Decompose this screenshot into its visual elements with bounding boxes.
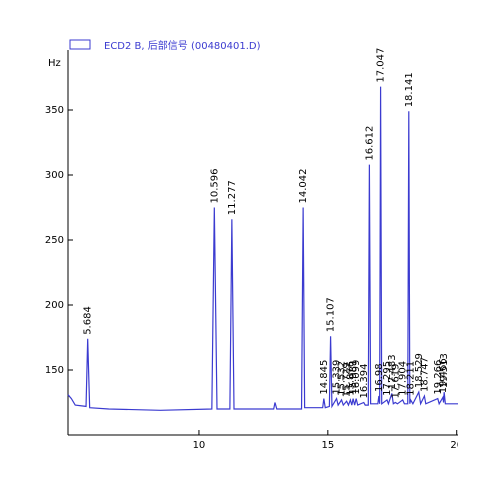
x-tick-label: 10 xyxy=(193,440,206,451)
peak-label: 11.277 xyxy=(227,180,238,215)
peak-label: 19.513 xyxy=(439,353,450,388)
peak-label: 14.845 xyxy=(319,360,330,395)
legend-label: ECD2 B, 后部信号 (00480401.D) xyxy=(104,39,261,52)
peak-label: 17.483 xyxy=(387,354,398,389)
peak-label: 15.339 xyxy=(332,360,343,395)
peak-label: 17.904 xyxy=(398,361,409,396)
peak-label: 16.394 xyxy=(359,364,370,399)
peak-label: 18.529 xyxy=(414,353,425,388)
peak-label: 17.047 xyxy=(376,48,387,83)
x-tick-label: 20 xyxy=(450,440,458,451)
peak-label: 17.295 xyxy=(382,361,393,396)
peak-label: 16.98 xyxy=(374,363,385,392)
peak-label: 19.266 xyxy=(433,360,444,395)
peak-label: 14.042 xyxy=(298,169,309,204)
peak-label: 15.876 xyxy=(345,361,356,396)
y-tick-label: 250 xyxy=(45,235,64,246)
peak-label: 15.107 xyxy=(326,297,337,332)
y-tick-label: 350 xyxy=(45,105,64,116)
y-label: Hz xyxy=(48,58,61,69)
peak-label: 16.099 xyxy=(351,360,362,395)
peak-label: 18.211 xyxy=(406,361,417,396)
peak-label: 18.747 xyxy=(419,357,430,392)
trace xyxy=(67,86,458,411)
y-tick-label: 150 xyxy=(45,365,64,376)
y-tick-label: 300 xyxy=(45,170,64,181)
y-tick-label: 200 xyxy=(45,300,64,311)
peak-label: 17.619 xyxy=(390,364,401,399)
peak-label: 19.466 xyxy=(438,358,449,393)
peak-label: 15.532 xyxy=(337,361,348,396)
peak-label: 10.596 xyxy=(209,169,220,204)
peak-label: 15.981 xyxy=(348,360,359,395)
peak-label: 18.141 xyxy=(404,72,415,107)
peak-label: 16.612 xyxy=(364,126,375,161)
legend-swatch xyxy=(69,39,91,50)
chart: ECD2 B, 后部信号 (00480401.D) Hz 150 200 250 30… xyxy=(45,39,463,451)
x-tick-label: 15 xyxy=(321,440,334,451)
peak-label: 15.729 xyxy=(342,362,353,397)
peak-label: 5.684 xyxy=(83,306,94,335)
